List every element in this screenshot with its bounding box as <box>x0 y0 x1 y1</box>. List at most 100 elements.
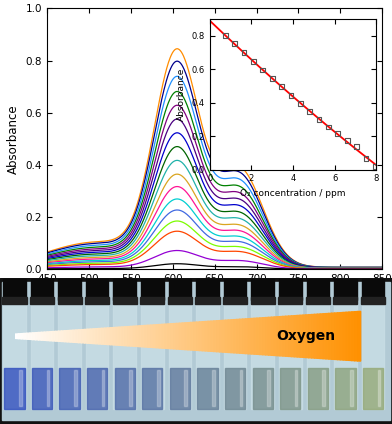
Polygon shape <box>128 326 131 346</box>
Bar <box>307 303 329 410</box>
Bar <box>168 297 192 304</box>
Point <box>278 84 285 90</box>
Bar <box>350 370 353 407</box>
Point <box>250 59 257 65</box>
Bar <box>87 368 107 410</box>
Point <box>363 155 369 162</box>
Bar <box>279 279 301 300</box>
Point <box>354 143 360 150</box>
Polygon shape <box>59 331 62 341</box>
Bar <box>129 370 132 407</box>
Bar <box>102 370 104 407</box>
Bar <box>308 368 328 410</box>
Polygon shape <box>36 332 39 340</box>
Polygon shape <box>50 332 53 341</box>
Polygon shape <box>42 332 44 340</box>
Polygon shape <box>283 316 286 356</box>
Polygon shape <box>93 329 96 344</box>
Polygon shape <box>70 330 73 342</box>
Bar <box>4 368 25 410</box>
Polygon shape <box>171 324 174 349</box>
Bar <box>32 368 52 410</box>
Bar <box>361 297 385 304</box>
Polygon shape <box>286 316 289 357</box>
Polygon shape <box>234 320 237 353</box>
Polygon shape <box>303 315 306 357</box>
Bar <box>278 297 302 304</box>
Polygon shape <box>211 321 214 351</box>
Polygon shape <box>269 317 272 355</box>
Polygon shape <box>200 322 203 351</box>
Polygon shape <box>96 329 99 344</box>
Bar <box>157 370 160 407</box>
X-axis label: Wavelength / nm: Wavelength / nm <box>164 290 265 303</box>
Bar <box>334 279 357 300</box>
Bar <box>185 370 187 407</box>
Polygon shape <box>148 325 151 347</box>
Polygon shape <box>254 318 257 354</box>
Polygon shape <box>22 333 24 339</box>
Point <box>241 49 247 56</box>
Polygon shape <box>125 326 128 346</box>
Bar <box>113 303 136 410</box>
Polygon shape <box>346 312 349 360</box>
Polygon shape <box>292 316 294 357</box>
Polygon shape <box>280 316 283 356</box>
Bar <box>169 279 191 300</box>
Bar <box>85 297 109 304</box>
Bar <box>58 303 81 410</box>
Polygon shape <box>18 334 22 339</box>
Bar <box>335 368 356 410</box>
Polygon shape <box>116 327 119 345</box>
Point <box>260 67 266 73</box>
Polygon shape <box>44 332 47 340</box>
Bar <box>334 303 357 410</box>
Bar <box>197 368 218 410</box>
Point <box>372 163 378 170</box>
Polygon shape <box>156 325 160 348</box>
Polygon shape <box>298 315 300 357</box>
Polygon shape <box>205 321 208 351</box>
Polygon shape <box>76 330 79 343</box>
Polygon shape <box>79 330 82 343</box>
Polygon shape <box>231 320 234 353</box>
Polygon shape <box>73 330 76 343</box>
Polygon shape <box>53 332 56 341</box>
Polygon shape <box>188 323 191 350</box>
Polygon shape <box>91 329 93 343</box>
Polygon shape <box>160 324 162 348</box>
Polygon shape <box>139 326 142 347</box>
Polygon shape <box>349 312 352 360</box>
Polygon shape <box>197 322 200 351</box>
Bar <box>225 368 245 410</box>
Bar <box>267 370 270 407</box>
Point <box>288 92 294 98</box>
Bar <box>362 303 384 410</box>
Bar <box>141 279 163 300</box>
Bar <box>295 370 298 407</box>
Bar <box>30 297 54 304</box>
Bar <box>224 303 247 410</box>
Polygon shape <box>27 333 30 339</box>
Polygon shape <box>39 332 42 340</box>
Polygon shape <box>168 324 171 349</box>
Bar <box>223 297 247 304</box>
Bar <box>170 368 190 410</box>
Polygon shape <box>203 321 205 351</box>
Bar <box>86 303 109 410</box>
Bar <box>250 297 275 304</box>
Point <box>232 40 238 47</box>
Polygon shape <box>237 319 240 353</box>
Polygon shape <box>111 328 113 345</box>
Polygon shape <box>214 321 217 351</box>
Polygon shape <box>257 318 260 354</box>
Polygon shape <box>272 317 274 355</box>
Polygon shape <box>119 327 122 346</box>
Bar <box>333 297 358 304</box>
Polygon shape <box>329 313 332 359</box>
Y-axis label: Absorbance: Absorbance <box>177 68 186 121</box>
Polygon shape <box>30 333 33 340</box>
Polygon shape <box>180 323 182 349</box>
Polygon shape <box>99 328 102 344</box>
Polygon shape <box>312 314 315 358</box>
